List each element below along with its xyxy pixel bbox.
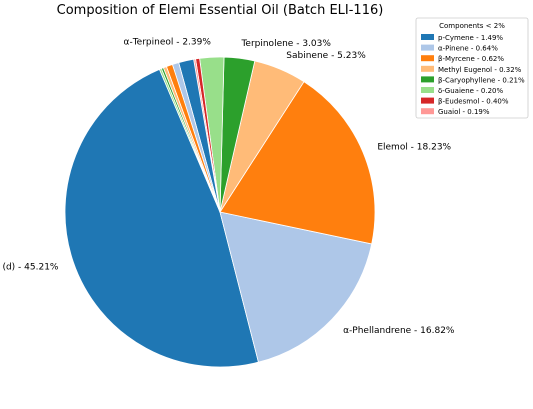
slice-label-sabinene: Sabinene - 5.23% <box>286 51 366 61</box>
chart-title: Composition of Elemi Essential Oil (Batc… <box>57 3 384 18</box>
legend-label-7: Guaiol - 0.19% <box>438 108 490 116</box>
legend-label-3: Methyl Eugenol - 0.32% <box>438 66 522 74</box>
slice-label-terpineol: α-Terpineol - 2.39% <box>124 38 212 48</box>
pie-slice-elemol <box>219 81 376 245</box>
legend-swatch-1 <box>421 44 434 51</box>
pie-slice-limonene-d <box>64 68 259 368</box>
slice-label-limonene-d: Limonene (d) - 45.21% <box>0 263 59 273</box>
legend-swatch-3 <box>421 65 434 72</box>
legend-label-6: β-Eudesmol - 0.40% <box>438 98 509 106</box>
legend-box <box>415 17 529 119</box>
legend-label-2: β-Myrcene - 0.62% <box>438 55 504 63</box>
pie-slice-phellandrene <box>219 211 373 363</box>
slice-labels: Limonene (d) - 45.21% α-Phellandrene - 16… <box>0 38 455 336</box>
legend-swatch-6 <box>421 97 434 104</box>
legend-label-0: p-Cymene - 1.49% <box>438 34 503 42</box>
legend-swatch-5 <box>421 87 434 93</box>
legend-swatch-0 <box>421 34 434 40</box>
slice-label-phellandrene: α-Phellandrene - 16.82% <box>343 326 455 336</box>
slice-label-elemol: Elemol - 18.23% <box>377 142 451 152</box>
legend-label-5: δ-Guaiene - 0.20% <box>438 87 504 95</box>
legend-swatch-4 <box>421 76 434 83</box>
slice-label-terpinolene: Terpinolene - 3.03% <box>240 39 331 49</box>
legend: Components < 2% p-Cymene - 1.49% α-Pinene… <box>415 17 529 119</box>
legend-label-1: α-Pinene - 0.64% <box>438 45 498 53</box>
pie-slice-guaiene <box>158 68 221 213</box>
legend-swatch-7 <box>421 108 434 115</box>
legend-title: Components < 2% <box>439 22 505 30</box>
legend-swatch-2 <box>421 55 434 62</box>
legend-label-4: β-Caryophyllene - 0.21% <box>438 76 525 84</box>
pie-slices <box>64 56 376 368</box>
